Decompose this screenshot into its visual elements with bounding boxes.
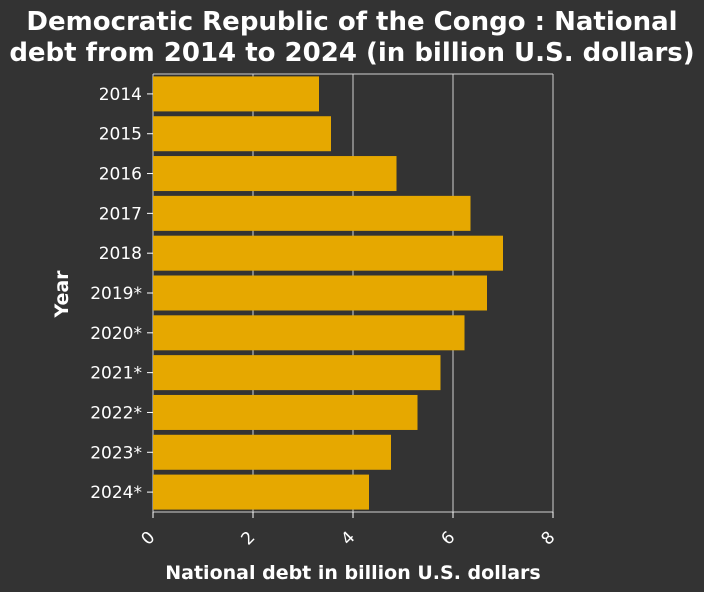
x-tick-label: 6 <box>438 528 460 550</box>
bar-layer <box>153 76 503 510</box>
bar-2022-proj <box>153 394 418 430</box>
chart-title-line-2: debt from 2014 to 2024 (in billion U.S. … <box>9 38 694 68</box>
bar-2024-proj <box>153 474 369 510</box>
y-tick-label: 2023* <box>90 443 142 463</box>
x-tick-label: 8 <box>538 528 560 550</box>
x-axis: 0 2 4 6 8 <box>138 512 560 550</box>
y-tick-label: 2014 <box>99 85 142 105</box>
x-tick-label: 4 <box>338 528 360 550</box>
x-tick-label: 0 <box>138 528 160 550</box>
bar-2020-proj <box>153 315 465 351</box>
y-axis-title: Year <box>51 270 73 319</box>
y-tick-label: 2016 <box>99 165 142 185</box>
chart-title-line-1: Democratic Republic of the Congo : Natio… <box>26 7 677 37</box>
y-axis: 2014 2015 2016 2017 2018 2019* 2020* 2021* 2022*… <box>90 85 153 503</box>
y-tick-label: 2018 <box>99 244 142 264</box>
y-tick-label: 2019* <box>90 284 142 304</box>
bar-2015 <box>153 116 331 152</box>
y-tick-label: 2015 <box>99 125 142 145</box>
bar-2014 <box>153 76 319 112</box>
bar-2018 <box>153 235 503 271</box>
y-tick-label: 2020* <box>90 324 142 344</box>
bar-2017 <box>153 195 471 231</box>
bar-2021-proj <box>153 355 441 391</box>
y-tick-label: 2017 <box>99 204 142 224</box>
bar-2016 <box>153 156 397 192</box>
y-tick-label: 2022* <box>90 403 142 423</box>
y-tick-label: 2021* <box>90 364 142 384</box>
x-axis-title: National debt in billion U.S. dollars <box>165 562 540 584</box>
bar-2023-proj <box>153 434 391 470</box>
y-tick-label: 2024* <box>90 483 142 503</box>
x-tick-label: 2 <box>238 528 260 550</box>
bar-2019-proj <box>153 275 487 311</box>
